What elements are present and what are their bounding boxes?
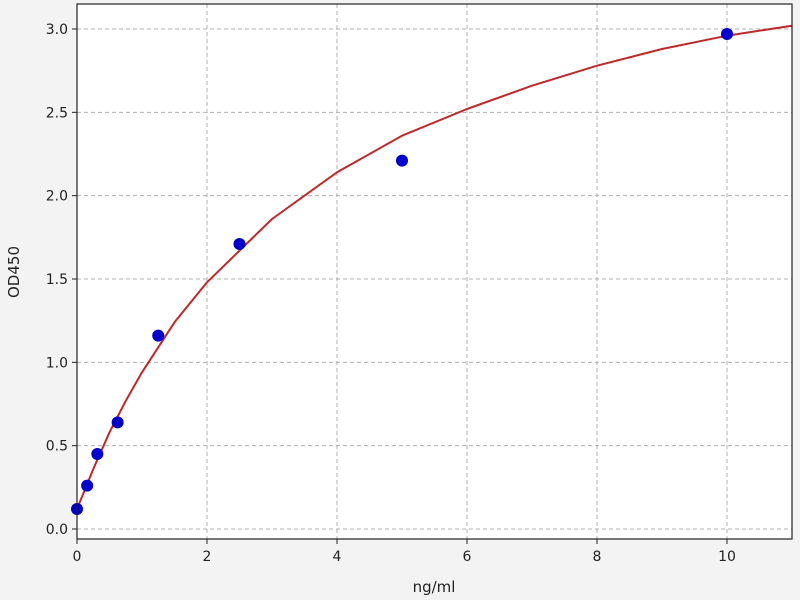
- y-tick-label: 0.0: [46, 522, 68, 538]
- y-tick-label: 2.5: [46, 105, 68, 121]
- y-axis-label: OD450: [5, 246, 23, 298]
- plot-frame: [76, 3, 793, 540]
- y-tick-label: 0.5: [46, 439, 68, 455]
- y-ticks: 0.0 0.5 1.0 1.5 2.0 2.5 3.0: [46, 22, 77, 538]
- x-tick-label: 2: [203, 549, 212, 565]
- x-tick-label: 6: [463, 549, 472, 565]
- data-point: [111, 416, 124, 429]
- y-tick-label: 2.0: [46, 189, 68, 205]
- data-point: [81, 479, 94, 492]
- x-tick-label: 8: [593, 549, 602, 565]
- grid: [76, 4, 792, 539]
- x-axis-label: ng/ml: [413, 578, 456, 596]
- y-tick-label: 1.0: [46, 355, 68, 371]
- x-tick-label: 0: [73, 549, 82, 565]
- y-tick-label: 1.5: [46, 272, 68, 288]
- x-tick-label: 4: [333, 549, 342, 565]
- data-point: [721, 28, 733, 40]
- plot-area: [77, 4, 792, 539]
- data-point: [152, 329, 165, 342]
- x-tick-label: 10: [718, 549, 736, 565]
- data-point: [233, 238, 246, 250]
- data-point: [91, 448, 104, 460]
- x-ticks: 0 2 4 6 8 10: [73, 539, 736, 565]
- data-point: [396, 154, 408, 167]
- y-tick-label: 3.0: [46, 22, 68, 38]
